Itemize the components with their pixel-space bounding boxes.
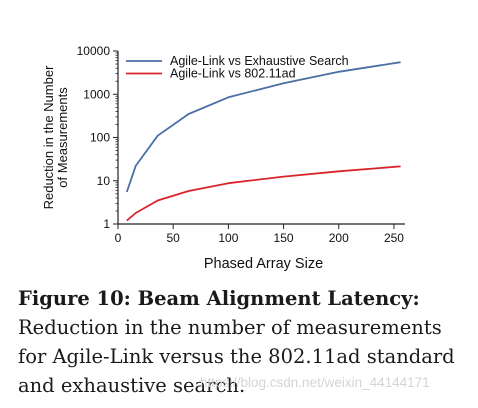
x-axis-label: Phased Array Size <box>204 256 323 272</box>
caption-text: Reduction in the number of measurements … <box>18 316 455 397</box>
x-tick-label: 150 <box>274 231 294 245</box>
latency-chart: 1 10 100 1000 10000 0 50 100 150 200 250 Phased Arr… <box>41 44 405 272</box>
y-axis-label: Reduction in the Numberof Measurements <box>41 65 70 209</box>
series-line-1 <box>125 61 401 193</box>
caption-label: Figure 10: Beam Alignment Latency: <box>18 287 420 310</box>
y-axis-label-line: of Measurements <box>55 87 70 188</box>
legend-label-1: Agile-Link vs Exhaustive Search <box>170 54 349 68</box>
y-tick-label: 10 <box>97 174 111 188</box>
x-tick-label: 50 <box>167 231 181 245</box>
x-tick-label: 200 <box>329 231 349 245</box>
figure-caption: Figure 10: Beam Alignment Latency: Reduc… <box>18 284 470 400</box>
x-tick-label: 0 <box>115 231 122 245</box>
y-tick-label: 100 <box>90 131 110 145</box>
y-tick-label: 10000 <box>77 44 111 58</box>
watermark: https://blog.csdn.net/weixin_44144171 <box>200 375 430 390</box>
legend-label-2: Agile-Link vs 802.11ad <box>170 67 296 81</box>
x-tick-label: 250 <box>384 231 404 245</box>
y-axis-label-line: Reduction in the Number <box>41 65 56 209</box>
y-tick-label: 1 <box>103 217 110 231</box>
y-tick-label: 1000 <box>83 87 110 101</box>
x-tick-label: 100 <box>218 231 238 245</box>
series-line-2 <box>126 165 401 222</box>
